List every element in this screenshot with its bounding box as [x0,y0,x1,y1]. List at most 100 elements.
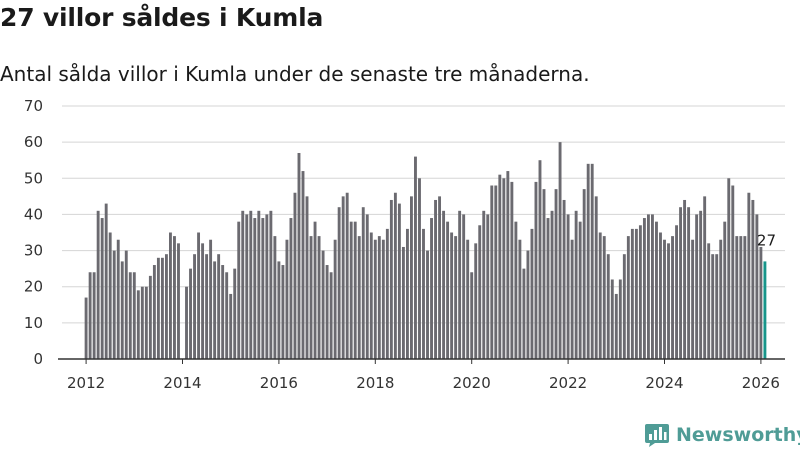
bar-2021-09 [550,210,554,359]
bars [84,142,767,359]
newsworthy-logo-icon [645,424,669,447]
bar-2015-01 [229,293,233,359]
bar-2014-02 [185,286,188,359]
bar-2014-10 [217,254,221,359]
bar-2020-07 [494,185,498,359]
bar-2023-01 [614,293,618,359]
bar-2016-03 [285,239,289,359]
bar-2019-09 [454,236,458,359]
bar-2020-04 [482,210,486,359]
bar-2012-03 [92,272,96,359]
bar-2023-07 [638,225,642,359]
bar-2012-07 [108,232,112,359]
bar-2017-11 [365,214,369,359]
bar-2016-12 [321,250,325,359]
bar-2022-02 [570,239,574,359]
bar-2023-12 [659,232,662,359]
bar-2013-11 [173,236,176,359]
bar-2022-11 [606,254,610,359]
bar-2017-06 [345,192,349,359]
bar-2024-03 [671,236,674,359]
bar-2018-09 [405,228,409,359]
bar-2025-06 [731,185,735,359]
bar-2013-12 [177,243,180,359]
bar-2017-02 [329,272,333,359]
bar-2018-05 [389,199,393,359]
x-tick-label-2014: 2014 [163,374,201,392]
bar-2013-08 [160,257,164,359]
bar-2023-03 [622,254,626,359]
y-tick-label-40: 40 [24,205,43,223]
bar-2017-08 [353,221,357,359]
bar-2022-03 [574,210,578,359]
bar-2016-10 [313,221,317,359]
bar-2021-08 [546,218,550,359]
x-tick-label-2016: 2016 [260,374,298,392]
x-tick-label-2022: 2022 [549,374,587,392]
bar-2015-07 [253,218,257,359]
bar-2025-03 [719,239,723,359]
chart-title: 27 villor såldes i Kumla [0,3,324,32]
bar-2024-05 [679,207,683,359]
y-tick-label-10: 10 [24,314,43,332]
bar-2014-07 [205,254,209,359]
bar-2025-08 [739,236,743,359]
bar-2014-08 [209,239,213,359]
bar-2012-06 [104,203,108,359]
bar-2025-01 [711,254,715,359]
bar-2013-03 [140,286,144,359]
bar-2017-03 [333,239,337,359]
bar-2023-02 [618,279,622,359]
y-tick-label-70: 70 [24,97,43,115]
bar-2012-04 [96,210,100,359]
bar-2021-06 [538,160,542,359]
bar-2012-12 [128,272,132,359]
bar-2015-06 [249,210,253,359]
y-tick-label-20: 20 [24,278,43,296]
bar-2024-07 [687,207,691,359]
bar-2022-12 [610,279,614,359]
x-tick-label-2012: 2012 [67,374,105,392]
bar-2018-06 [393,192,397,359]
bar-2017-05 [341,196,345,359]
bar-2016-05 [293,192,297,359]
bar-2025-07 [735,236,739,359]
labels: 0 10 20 30 40 50 60 70 2012 2014 2016 2018 2020 2022 2… [24,97,780,392]
bar-2014-06 [201,243,205,359]
bar-2013-06 [152,265,156,359]
bar-2023-06 [634,228,638,359]
bar-2022-04 [578,221,582,359]
bar-2016-08 [305,196,309,359]
bar-2018-07 [397,203,401,359]
bar-2022-09 [598,232,602,359]
bar-2018-08 [401,246,405,359]
bar-2019-02 [426,250,429,359]
bar-2016-09 [309,236,313,359]
bar-2020-05 [486,214,490,359]
bar-2025-04 [723,221,727,359]
bar-2019-01 [422,228,425,359]
bar-2015-10 [265,214,269,359]
bar-2012-05 [100,218,104,359]
bar-2018-04 [385,228,389,359]
bar-2019-06 [442,210,446,359]
bar-2014-03 [189,268,192,359]
bar-2018-02 [377,236,381,359]
bar-2014-09 [213,261,217,359]
bar-2017-07 [349,221,353,359]
x-tick-label-2026: 2026 [742,374,780,392]
bar-2021-02 [522,268,526,359]
bar-2026-01 [759,246,763,359]
bar-2024-09 [695,214,699,359]
bar-2017-12 [369,232,373,359]
bar-2026-02 [763,261,767,359]
bar-2014-04 [193,254,196,359]
bar-2019-08 [450,232,454,359]
bar-2012-11 [124,250,128,359]
bar-2020-09 [502,178,506,359]
bar-2025-11 [751,199,755,359]
bar-2012-01 [84,297,88,359]
bar-2020-01 [470,272,474,359]
bar-2022-08 [594,196,598,359]
bar-2022-07 [590,163,594,359]
